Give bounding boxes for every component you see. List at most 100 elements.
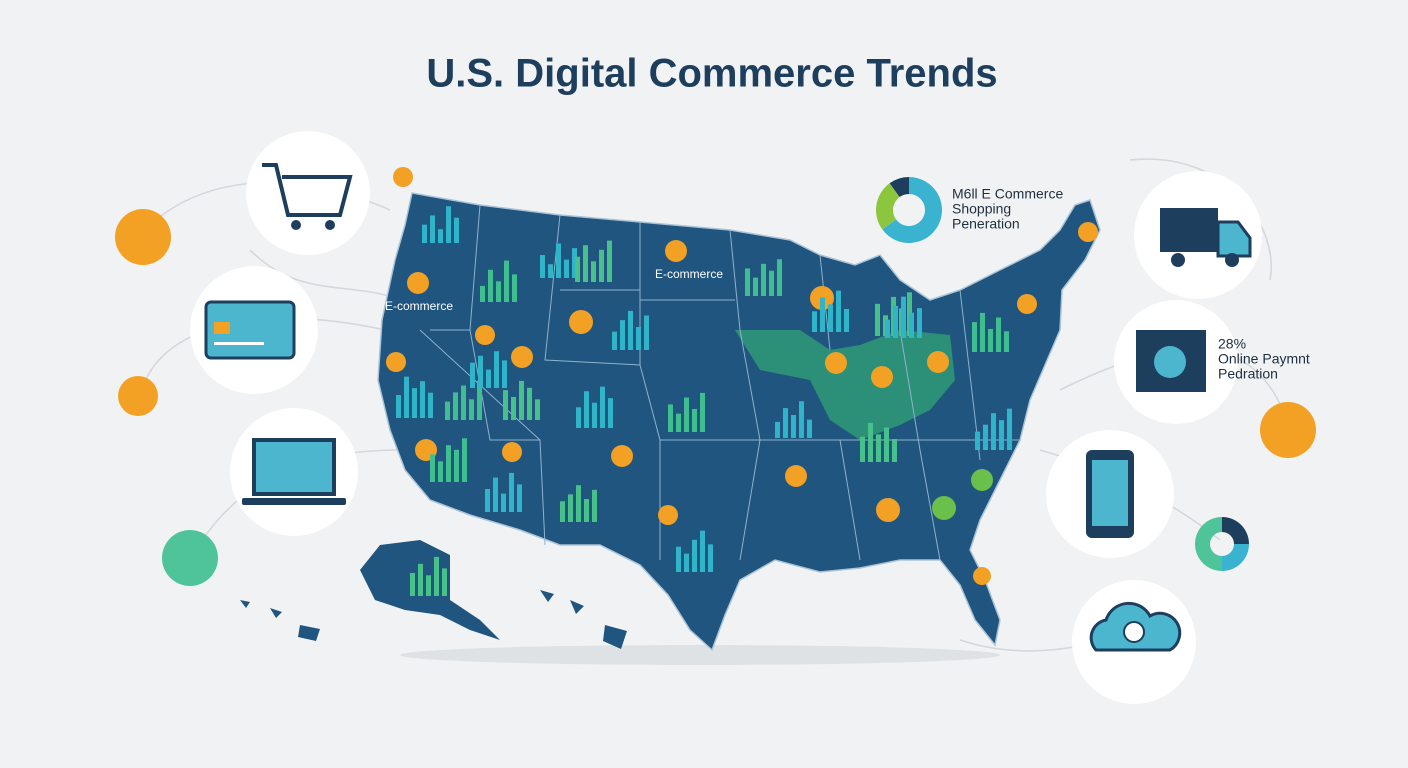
mini-bar xyxy=(412,388,417,418)
mini-bar xyxy=(496,281,501,302)
mini-bar xyxy=(884,427,889,462)
mini-bar xyxy=(438,461,443,482)
mini-bar xyxy=(684,553,689,572)
callout-text: Online Paymnt xyxy=(1218,351,1310,367)
mini-bar xyxy=(668,404,673,432)
mini-bar xyxy=(812,311,817,332)
mini-bar xyxy=(983,424,988,450)
mini-bar xyxy=(442,568,447,596)
callout-text: 28% xyxy=(1218,336,1246,352)
mini-bar xyxy=(410,573,415,596)
mini-bar xyxy=(875,303,880,336)
mini-bar xyxy=(607,240,612,282)
mini-bar xyxy=(599,249,604,282)
mini-bar xyxy=(775,421,780,438)
mini-bar xyxy=(445,401,450,420)
mini-bar xyxy=(527,387,532,420)
mini-bar xyxy=(556,243,561,278)
mini-bar xyxy=(446,206,451,243)
mini-bar xyxy=(548,264,553,278)
mini-bar xyxy=(996,317,1001,352)
mini-bar xyxy=(893,305,898,338)
mini-bar xyxy=(783,408,788,438)
donut-segment xyxy=(889,177,909,198)
mini-bar xyxy=(1007,408,1012,450)
mini-bar xyxy=(885,319,890,338)
mini-bar xyxy=(836,290,841,332)
mini-bar xyxy=(608,398,613,428)
mini-bar xyxy=(404,376,409,418)
mini-bar xyxy=(975,431,980,450)
mini-bar xyxy=(761,263,766,296)
mini-bar xyxy=(972,322,977,352)
mini-bar xyxy=(583,245,588,282)
mini-bar xyxy=(560,501,565,522)
mini-bar xyxy=(828,304,833,332)
mini-bar xyxy=(454,217,459,243)
mini-bar xyxy=(860,436,865,462)
green-pins xyxy=(932,469,993,520)
mini-bar xyxy=(509,472,514,512)
mini-bar xyxy=(512,274,517,302)
mini-bar xyxy=(422,224,427,243)
callout-text: Pedration xyxy=(1218,366,1278,382)
mini-bar xyxy=(446,445,451,482)
mini-bar xyxy=(480,285,485,302)
mini-bar xyxy=(892,439,897,462)
mini-bar xyxy=(745,268,750,296)
mini-bar xyxy=(493,477,498,512)
map-label: E-commerce xyxy=(655,267,723,281)
donut-segment xyxy=(1222,544,1249,571)
mini-bar xyxy=(692,409,697,432)
callout-text: M6ll E Commerce xyxy=(952,186,1063,202)
mini-bar xyxy=(494,351,499,388)
mini-bar xyxy=(636,327,641,350)
mini-bar xyxy=(430,454,435,482)
mini-bar xyxy=(453,392,458,420)
mini-bar xyxy=(999,420,1004,450)
mini-bar xyxy=(988,329,993,352)
mini-bar xyxy=(901,296,906,338)
mini-bar xyxy=(676,413,681,432)
mini-bar xyxy=(876,434,881,462)
mini-bar xyxy=(692,539,697,572)
mini-bar xyxy=(517,484,522,512)
mini-bar xyxy=(485,489,490,512)
mini-bar xyxy=(700,392,705,432)
callout-text: Shopping xyxy=(952,201,1011,217)
mini-bar xyxy=(584,391,589,428)
mini-bar xyxy=(769,270,774,296)
mini-bar xyxy=(791,415,796,438)
mini-bar xyxy=(991,413,996,450)
mini-bar xyxy=(568,494,573,522)
mini-bar xyxy=(418,563,423,596)
mini-bar xyxy=(799,401,804,438)
mini-bar xyxy=(592,489,597,522)
mini-bar xyxy=(540,255,545,278)
callout-text: Peneration xyxy=(952,216,1020,232)
mini-bar xyxy=(575,256,580,282)
mini-bar xyxy=(396,395,401,418)
mini-bar xyxy=(454,449,459,482)
mini-bar xyxy=(502,360,507,388)
mini-bar xyxy=(564,259,569,278)
mini-bar xyxy=(684,397,689,432)
title: U.S. Digital Commerce Trends xyxy=(426,52,997,96)
mini-bar xyxy=(501,493,506,512)
mini-bar xyxy=(708,544,713,572)
mini-bar xyxy=(753,277,758,296)
mini-bar xyxy=(844,309,849,332)
mini-bar xyxy=(917,308,922,338)
mini-bar xyxy=(591,261,596,282)
mini-bar xyxy=(470,362,475,388)
mini-bar xyxy=(503,390,508,420)
mini-bar xyxy=(572,248,577,278)
mini-bar xyxy=(592,402,597,428)
mini-bar xyxy=(426,575,431,596)
mini-bar xyxy=(535,399,540,420)
mini-bar xyxy=(620,320,625,350)
mini-bar xyxy=(462,438,467,482)
mini-bar xyxy=(612,331,617,350)
mini-bar xyxy=(676,546,681,572)
